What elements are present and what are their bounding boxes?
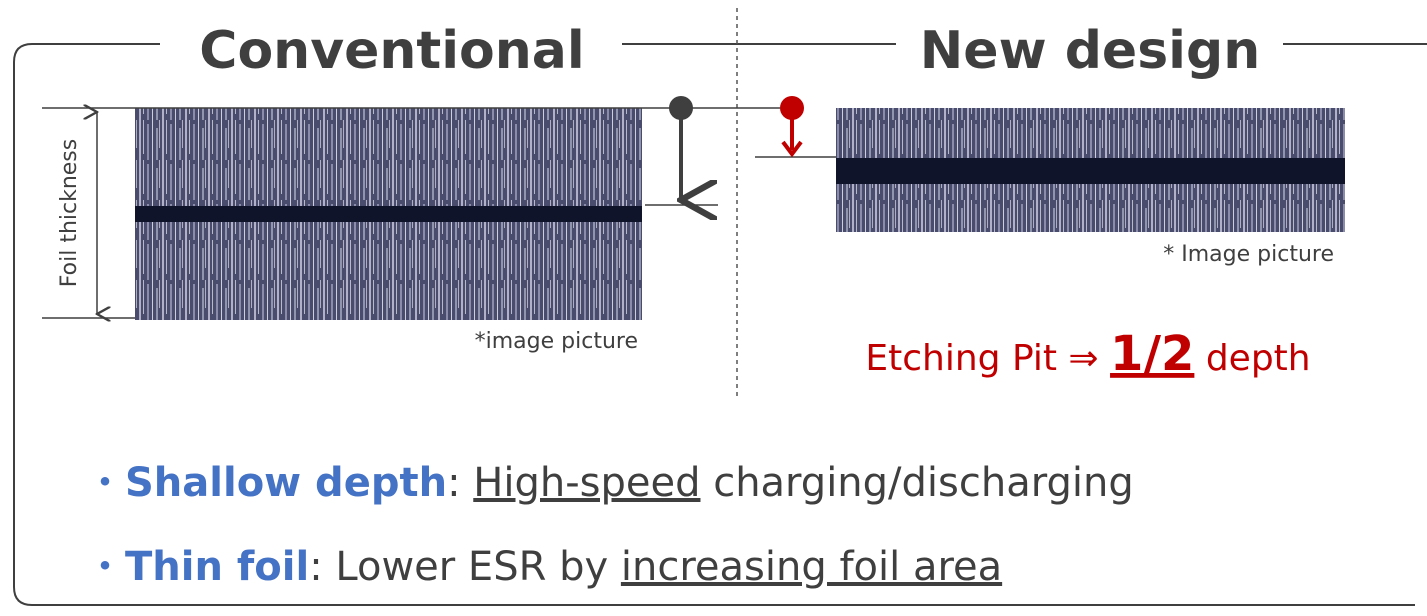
result-ratio: 1/2 <box>1110 326 1194 382</box>
bullet-text: Lower ESR by <box>335 544 608 590</box>
result: Etching Pit ⇒ 1/2 depth <box>865 326 1310 382</box>
frame <box>13 43 1427 606</box>
bullet-underlined: High-speed <box>473 460 700 506</box>
depth-marker <box>669 96 693 120</box>
foil-image <box>135 108 642 320</box>
depth-marker-new <box>780 96 804 158</box>
bullet-text: charging/discharging <box>713 460 1134 506</box>
bullet: ・Shallow depth: High-speed charging/disc… <box>85 460 1134 506</box>
foil-image <box>836 108 1345 232</box>
bullet-term: Thin foil <box>125 544 309 590</box>
guides <box>42 108 836 318</box>
result-suffix: depth <box>1206 338 1311 379</box>
bullet-sep: : <box>447 460 460 506</box>
axis-label: Foil thickness <box>57 139 82 287</box>
heading: Conventional <box>199 21 584 81</box>
bullet-underlined: increasing foil area <box>621 544 1002 590</box>
caption: *image picture <box>475 329 638 354</box>
bullet-mark: ・ <box>85 460 125 506</box>
bullet-mark: ・ <box>85 544 125 590</box>
bullet: ・Thin foil: Lower ESR by increasing foil… <box>85 544 1002 590</box>
caption: * Image picture <box>1163 242 1334 267</box>
bullet-term: Shallow depth <box>125 460 447 506</box>
heading: New design <box>920 21 1260 81</box>
result-prefix: Etching Pit ⇒ <box>865 338 1098 379</box>
bullet-sep: : <box>309 544 322 590</box>
